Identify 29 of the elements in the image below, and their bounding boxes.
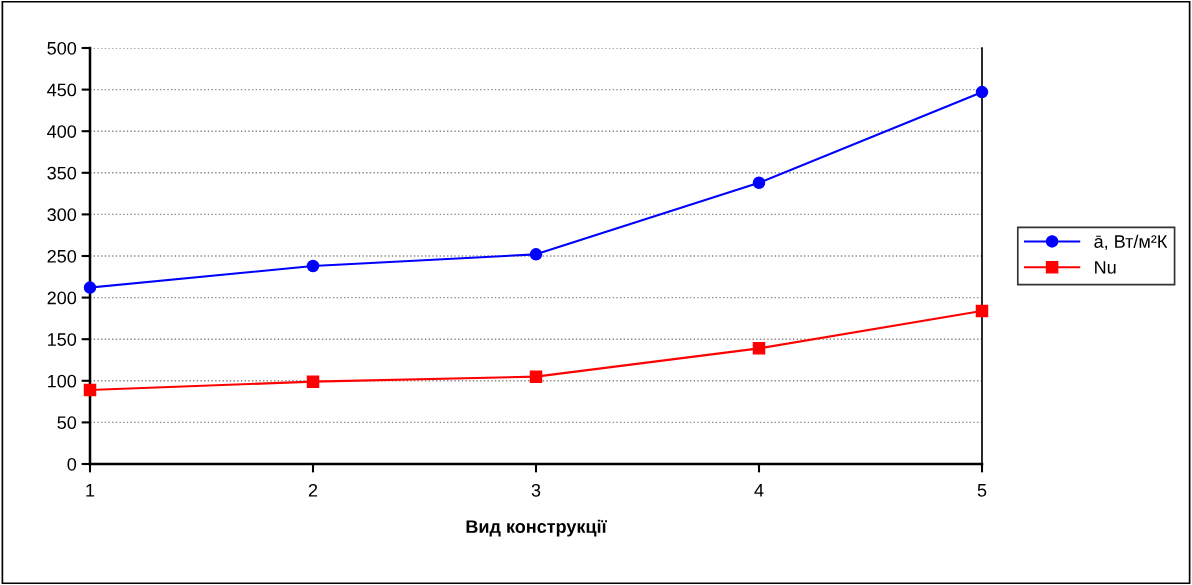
- y-tick-label: 350: [47, 166, 77, 180]
- y-tick-label: 200: [47, 291, 77, 305]
- x-axis-title: Вид конструкції: [466, 519, 607, 537]
- y-tick-label: 100: [48, 374, 77, 388]
- point: [83, 281, 97, 294]
- y-tick-label: 300: [47, 208, 77, 222]
- y-tick-label: 150: [48, 333, 77, 346]
- point: [83, 383, 97, 397]
- y-tick-label: 250: [47, 249, 77, 263]
- legend-label: ā, Вт/м²К: [1094, 234, 1168, 251]
- point: [975, 304, 989, 318]
- point: [306, 259, 320, 273]
- y-tick-label: 400: [47, 125, 77, 138]
- point: [975, 85, 989, 99]
- y-tick-label: 0: [67, 457, 77, 471]
- point: [306, 375, 320, 388]
- point: [529, 370, 543, 383]
- y-tick-label: 500: [47, 41, 77, 55]
- point: [752, 176, 766, 190]
- x-tick-label: 3: [531, 483, 541, 497]
- point: [529, 248, 543, 261]
- x-tick-label: 1: [86, 484, 95, 497]
- x-tick-label: 2: [308, 483, 318, 497]
- x-tick-label: 4: [754, 484, 764, 497]
- y-tick-label: 50: [57, 416, 77, 430]
- y-tick-label: 450: [47, 83, 77, 97]
- legend-label: Nu: [1095, 261, 1116, 274]
- x-tick-label: 5: [977, 484, 987, 497]
- point: [752, 342, 766, 355]
